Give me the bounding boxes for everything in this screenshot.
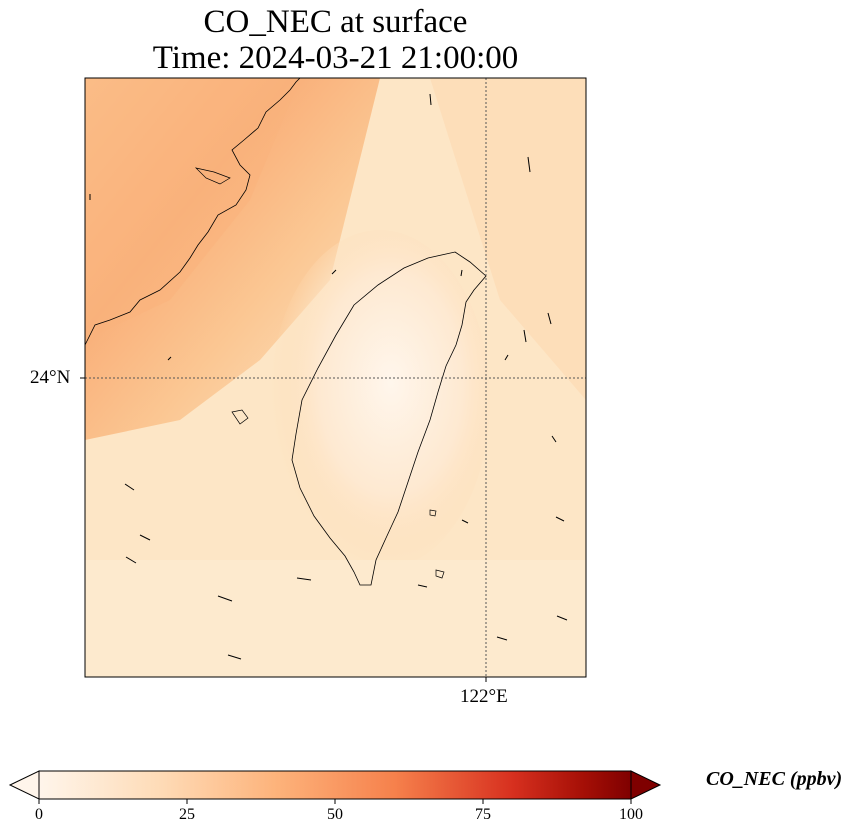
eastern-band	[430, 78, 586, 400]
colorbar-tick-label: 75	[475, 806, 491, 823]
small-island	[429, 509, 437, 517]
penghu-islands	[231, 409, 249, 425]
wind-vectors	[89, 93, 568, 660]
map-title: CO_NEC at surface Time: 2024-03-21 21:00…	[85, 4, 586, 76]
china-coastline	[85, 78, 301, 346]
colorbar-gradient	[38, 770, 632, 800]
wind-arrow	[496, 636, 508, 641]
co-plume-core	[85, 78, 300, 340]
wind-arrow	[167, 356, 172, 361]
wind-arrow	[124, 483, 135, 491]
wind-arrow	[331, 269, 337, 275]
wind-arrow	[429, 93, 432, 106]
green-island	[435, 569, 445, 579]
wind-arrow	[139, 534, 151, 541]
colorbar-tick-label: 0	[35, 806, 43, 823]
coastal-island	[194, 167, 231, 185]
colorbar-tick-label: 100	[619, 806, 643, 823]
wind-arrow	[125, 556, 137, 564]
wind-arrow	[461, 519, 469, 524]
field-layer	[85, 78, 586, 677]
colorbar-extend-low	[8, 770, 40, 800]
title-line-1: CO_NEC at surface	[203, 4, 468, 40]
title-line-2: Time: 2024-03-21 21:00:00	[152, 40, 519, 76]
wind-arrow	[556, 615, 568, 621]
wind-arrow	[555, 516, 565, 522]
colorbar-tick-label: 50	[327, 806, 343, 823]
wind-arrow	[417, 584, 428, 588]
island-low-field	[270, 230, 490, 570]
wind-arrow	[523, 329, 527, 343]
latitude-label: 24°N	[30, 367, 71, 388]
wind-arrow	[296, 577, 312, 581]
wind-arrow	[217, 595, 233, 602]
southern-band	[85, 560, 586, 677]
wind-arrow	[547, 312, 552, 325]
colorbar-extend-high	[630, 770, 662, 800]
wind-arrow	[551, 435, 557, 443]
taiwan-coastline	[291, 251, 487, 586]
colorbar	[8, 770, 662, 804]
wind-arrow	[227, 654, 242, 660]
wind-arrow	[460, 269, 463, 277]
wind-arrow	[527, 156, 531, 173]
colorbar-label: CO_NEC (ppbv)	[706, 768, 843, 790]
colorbar-tick-label: 25	[179, 806, 195, 823]
wind-arrow	[504, 354, 509, 361]
longitude-label: 122°E	[460, 686, 508, 707]
